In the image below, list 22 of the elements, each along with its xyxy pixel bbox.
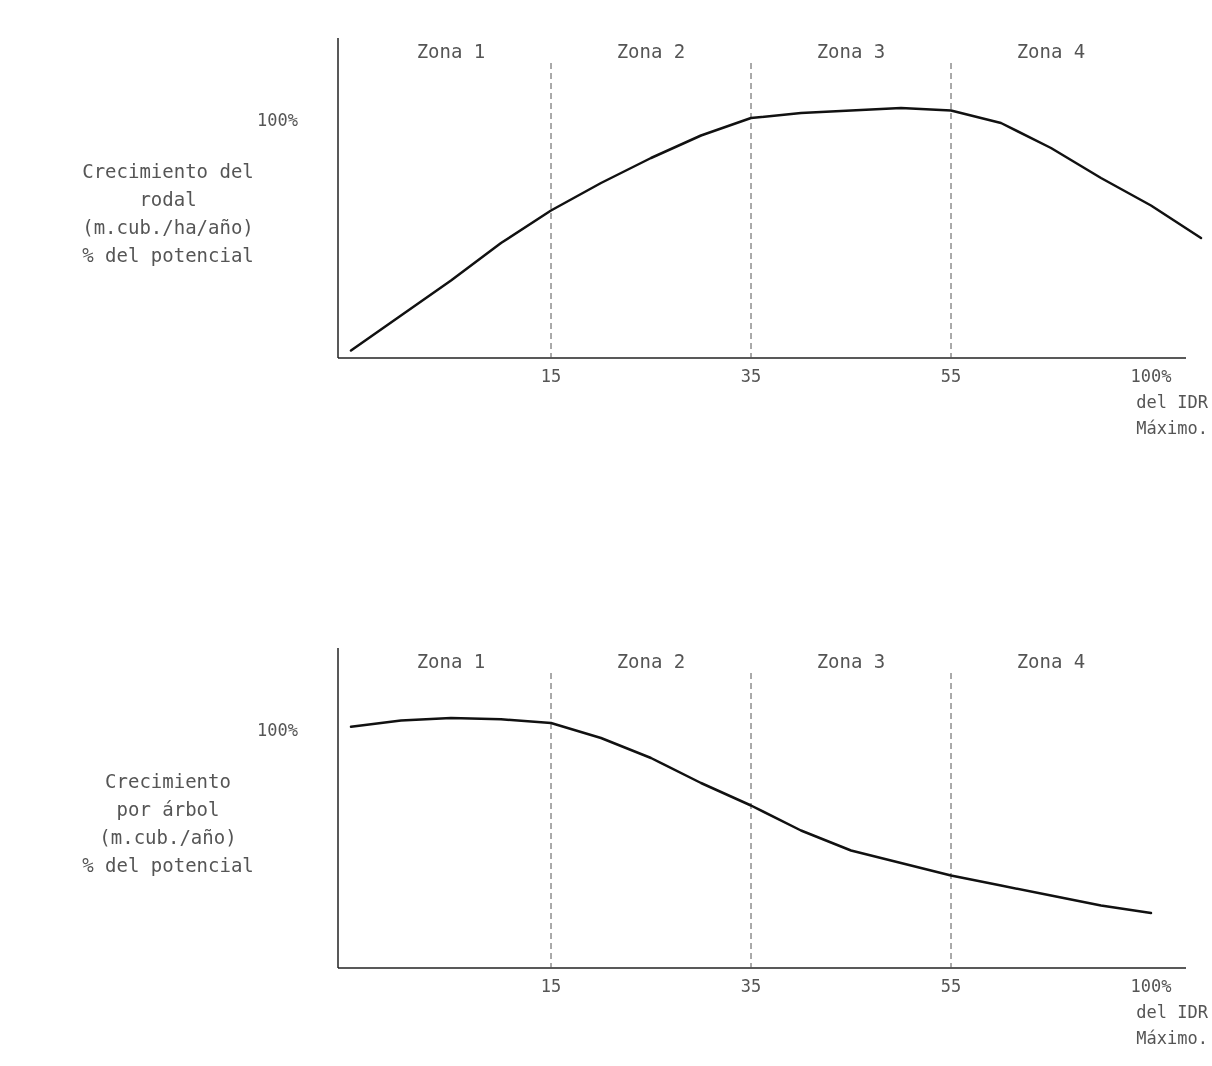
text: Zona 1	[416, 650, 486, 672]
x-axis-title: del IDR Máximo.	[1136, 1002, 1209, 1048]
text: Zona 3	[816, 650, 886, 672]
x-tick-label: 35	[740, 366, 762, 386]
x-tick-label: 15	[540, 366, 562, 386]
y-axis-title: Crecimiento del rodal (m.cub./ha/año) % del potencial	[82, 160, 254, 266]
text: Zona 2	[616, 40, 686, 62]
text: Zona 1	[416, 40, 486, 62]
text: 100%	[257, 719, 298, 740]
text: Zona 4	[1016, 40, 1086, 62]
x-tick-label: 15	[540, 976, 562, 996]
text: Zona 4	[1016, 650, 1086, 672]
text: 100%	[257, 109, 298, 130]
x-tick-label: 55	[940, 366, 962, 386]
x-tick-label: 35	[740, 976, 762, 996]
text: Zona 3	[816, 40, 886, 62]
x-axis-title: del IDR Máximo.	[1136, 392, 1209, 438]
x-tick-label: 55	[940, 976, 962, 996]
x-tick-label: 100%	[1130, 976, 1172, 996]
y-axis-title: Crecimiento por árbol (m.cub./año) % del potencial	[82, 770, 254, 876]
text: Zona 2	[616, 650, 686, 672]
x-tick-label: 100%	[1130, 366, 1172, 386]
